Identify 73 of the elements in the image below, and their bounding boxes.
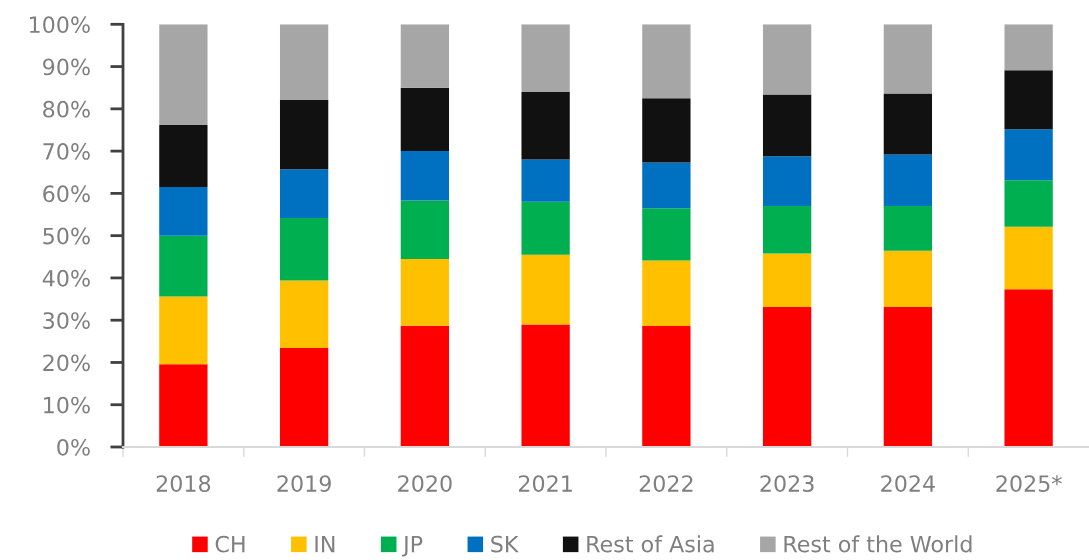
bar bbox=[279, 280, 329, 349]
y-tick-label: 0% bbox=[57, 438, 90, 456]
x-tick-label: 2025* bbox=[996, 475, 1062, 492]
bar bbox=[159, 235, 208, 297]
y-tick-label: 10% bbox=[44, 396, 90, 414]
legend-label: CH bbox=[215, 535, 245, 553]
y-tick-label: 100% bbox=[29, 16, 90, 34]
bar bbox=[642, 208, 691, 261]
y-tick-label: 40% bbox=[42, 269, 90, 287]
bar bbox=[762, 206, 812, 254]
bar bbox=[762, 24, 812, 95]
x-tick-label: 2020 bbox=[398, 475, 452, 492]
legend-label: Rest of Asia bbox=[587, 535, 714, 553]
bar bbox=[279, 348, 329, 447]
bar bbox=[279, 24, 329, 100]
bar bbox=[400, 24, 450, 88]
bar bbox=[883, 206, 933, 251]
bar bbox=[642, 24, 691, 99]
bar bbox=[642, 162, 691, 209]
bar bbox=[762, 253, 812, 308]
bar bbox=[883, 24, 933, 94]
bar bbox=[762, 307, 812, 447]
bar bbox=[521, 24, 570, 92]
bar bbox=[159, 187, 208, 236]
bar bbox=[400, 258, 450, 326]
bar bbox=[159, 24, 208, 125]
bar bbox=[883, 93, 933, 155]
bar bbox=[279, 99, 329, 170]
y-tick-label: 70% bbox=[43, 143, 90, 160]
bar bbox=[279, 169, 329, 218]
y-tick-label: 80% bbox=[43, 100, 90, 118]
bar bbox=[521, 324, 570, 447]
legend-label: JP bbox=[401, 535, 423, 557]
y-tick-label: 90% bbox=[43, 58, 90, 76]
bar bbox=[1004, 24, 1053, 71]
bar bbox=[400, 87, 450, 152]
bar bbox=[762, 156, 812, 207]
bar bbox=[159, 124, 208, 188]
bar bbox=[642, 260, 691, 327]
bar bbox=[159, 296, 208, 365]
bar bbox=[400, 325, 450, 447]
y-tick-label: 50% bbox=[43, 227, 90, 245]
x-tick-label: 2018 bbox=[156, 475, 211, 492]
legend-label: IN bbox=[315, 535, 335, 553]
bar bbox=[642, 326, 691, 447]
bar bbox=[521, 159, 570, 202]
bar bbox=[1004, 70, 1053, 130]
bar bbox=[521, 91, 570, 160]
bar bbox=[1004, 289, 1053, 447]
bar bbox=[521, 254, 570, 325]
bar bbox=[883, 154, 933, 207]
legend-label: Rest of the World bbox=[784, 535, 972, 553]
bar bbox=[1004, 129, 1053, 181]
x-tick-label: 2024 bbox=[881, 475, 935, 492]
bar bbox=[400, 151, 450, 201]
y-tick-label: 20% bbox=[43, 354, 90, 372]
legend-label: SK bbox=[491, 535, 519, 553]
x-tick-label: 2022 bbox=[639, 475, 693, 492]
x-tick-label: 2021 bbox=[518, 475, 572, 492]
bar bbox=[521, 201, 570, 255]
x-tick-label: 2019 bbox=[277, 475, 331, 492]
bar bbox=[400, 200, 450, 259]
bar bbox=[1004, 226, 1053, 290]
bar bbox=[883, 307, 933, 447]
bar bbox=[762, 94, 812, 157]
bar bbox=[1004, 180, 1053, 227]
bar bbox=[159, 364, 208, 447]
bar bbox=[883, 250, 933, 308]
y-tick-label: 60% bbox=[43, 185, 90, 203]
bar bbox=[279, 217, 329, 281]
x-tick-label: 2023 bbox=[760, 475, 814, 492]
y-tick-label: 30% bbox=[43, 312, 90, 329]
bar bbox=[642, 98, 691, 163]
